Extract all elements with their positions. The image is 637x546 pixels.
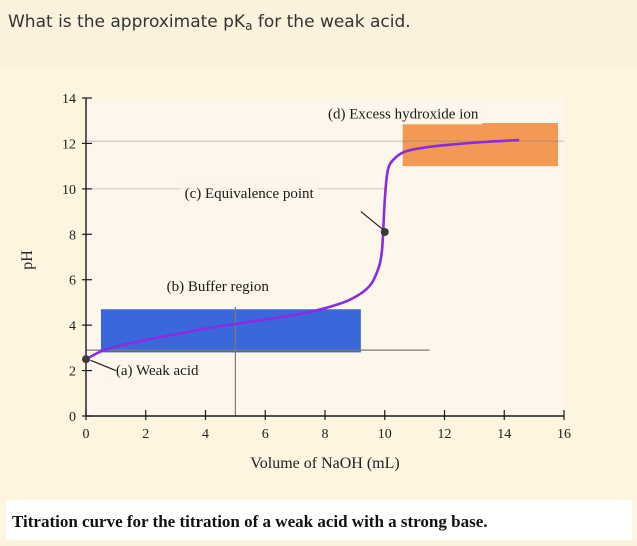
- y-tick-label: 2: [69, 365, 76, 380]
- label-equivalence-point-bg: [180, 181, 318, 204]
- titration-curve-line: [85, 138, 520, 361]
- y-axis-label: pH: [19, 250, 36, 270]
- excess-hydroxide-region-rect: [402, 122, 559, 167]
- label-equivalence-point: (c) Equivalence point: [185, 186, 315, 202]
- y-tick-label: 10: [62, 183, 76, 198]
- question-text: What is the approximate pKa for the weak…: [8, 12, 411, 33]
- chart-caption: Titration curve for the titration of a w…: [12, 512, 488, 531]
- label-buffer-region-bg: [162, 275, 273, 298]
- x-tick-label: 8: [322, 427, 329, 442]
- x-tick-label: 2: [142, 427, 149, 442]
- y-tick-label: 12: [62, 137, 76, 152]
- titration-chart: 0 2 4 6 8 10 12 14 16 0 2 4 6 8 10 12 14 (d) Excess hydr…: [0, 68, 637, 542]
- x-tick-label: 14: [497, 427, 511, 442]
- label-excess-hydroxide-ion: (d) Excess hydroxide ion: [328, 106, 479, 122]
- x-tick-label: 10: [378, 427, 392, 442]
- weak-acid-leader-line: [90, 359, 117, 372]
- chart-figure: 0 2 4 6 8 10 12 14 16 0 2 4 6 8 10 12 14 (d) Excess hydr…: [0, 68, 637, 542]
- x-tick-label: 16: [557, 427, 571, 442]
- equivalence-leader-line: [360, 211, 384, 231]
- x-tick-label: 6: [262, 427, 269, 442]
- y-tick-label: 14: [62, 92, 76, 107]
- caption-background: [6, 500, 632, 540]
- label-excess-hydroxide-ion-bg: [323, 102, 483, 125]
- label-buffer-region: (b) Buffer region: [167, 279, 270, 295]
- x-tick-label: 4: [202, 427, 209, 442]
- y-tick-label: 6: [69, 274, 76, 289]
- label-weak-acid: (a) Weak acid: [116, 363, 199, 379]
- label-weak-acid-bg: [111, 359, 203, 382]
- x-axis-label: Volume of NaOH (mL): [250, 455, 399, 472]
- y-tick-label: 0: [69, 410, 76, 425]
- x-tick-label: 0: [83, 427, 90, 442]
- y-tick-label: 4: [69, 319, 76, 334]
- x-tick-label: 12: [438, 427, 452, 442]
- y-tick-label: 8: [69, 228, 76, 243]
- initial-point-marker: [82, 355, 90, 364]
- buffer-region-rect: [100, 309, 361, 353]
- question-subscript: a: [245, 19, 253, 33]
